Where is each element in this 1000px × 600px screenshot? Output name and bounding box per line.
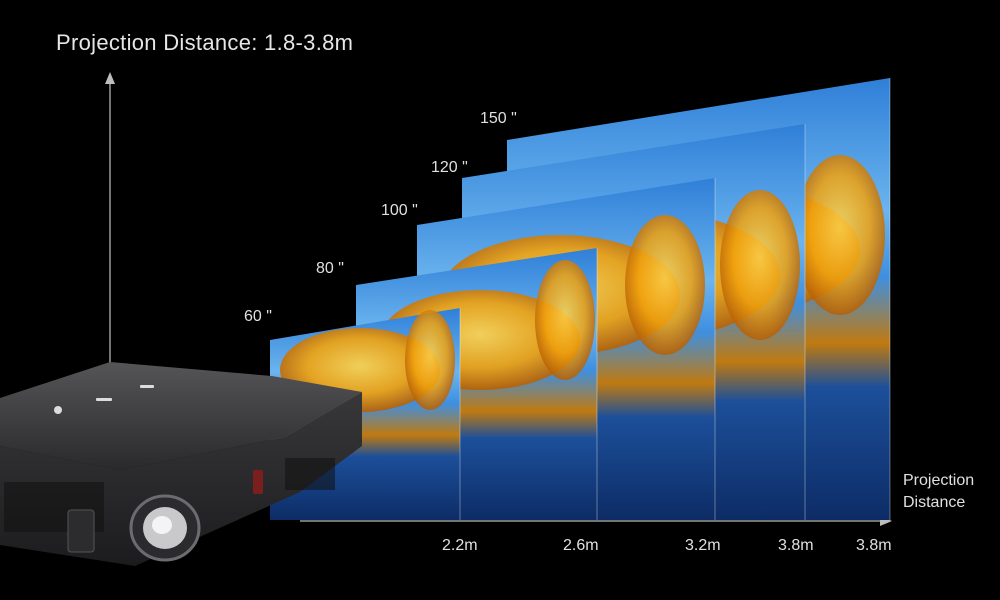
screen-size-label: 120 "	[431, 159, 468, 176]
page-title: Projection Distance: 1.8-3.8m	[56, 30, 354, 55]
distance-label: 2.6m	[563, 537, 599, 554]
x-axis-label-line: Distance	[903, 494, 966, 511]
indicator-light	[253, 470, 263, 494]
up-arrow-icon	[105, 72, 115, 84]
focus-wheel	[67, 509, 95, 553]
projector	[0, 362, 362, 566]
top-buttons	[54, 385, 154, 414]
x-axis-label: Projection Distance	[903, 470, 974, 514]
screen-size-label: 100 "	[381, 202, 418, 219]
screen-size-label: 60 "	[244, 308, 272, 325]
x-axis-label-line: Projection	[903, 472, 975, 489]
screen-edges	[459, 78, 891, 520]
distance-label: 3.2m	[685, 537, 721, 554]
distance-label: 3.8m	[856, 537, 892, 554]
lens	[129, 494, 201, 562]
distance-label: 3.8m	[778, 537, 814, 554]
screen-size-label: 80 "	[316, 260, 344, 277]
screen-size-label: 150 "	[480, 110, 517, 127]
vertical-axis	[105, 72, 115, 400]
distance-label: 2.2m	[442, 537, 478, 554]
